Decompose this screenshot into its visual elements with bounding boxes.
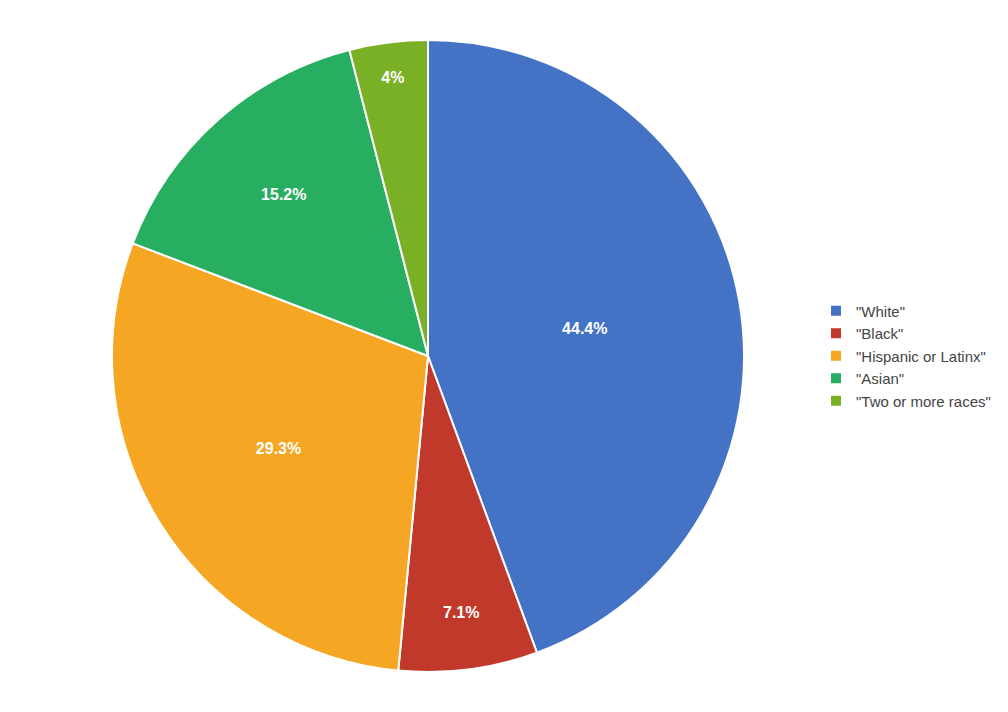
svg-text:29.3%: 29.3%: [256, 440, 301, 457]
svg-text:"Asian": "Asian": [856, 370, 904, 387]
svg-text:"Two or more races": "Two or more races": [856, 393, 991, 410]
svg-text:15.2%: 15.2%: [261, 186, 306, 203]
svg-text:"Hispanic or Latinx": "Hispanic or Latinx": [856, 348, 986, 365]
svg-text:4%: 4%: [381, 69, 404, 86]
svg-text:"White": "White": [856, 303, 905, 320]
svg-text:44.4%: 44.4%: [562, 320, 607, 337]
svg-text:"Black": "Black": [856, 325, 903, 342]
svg-text:7.1%: 7.1%: [443, 604, 479, 621]
